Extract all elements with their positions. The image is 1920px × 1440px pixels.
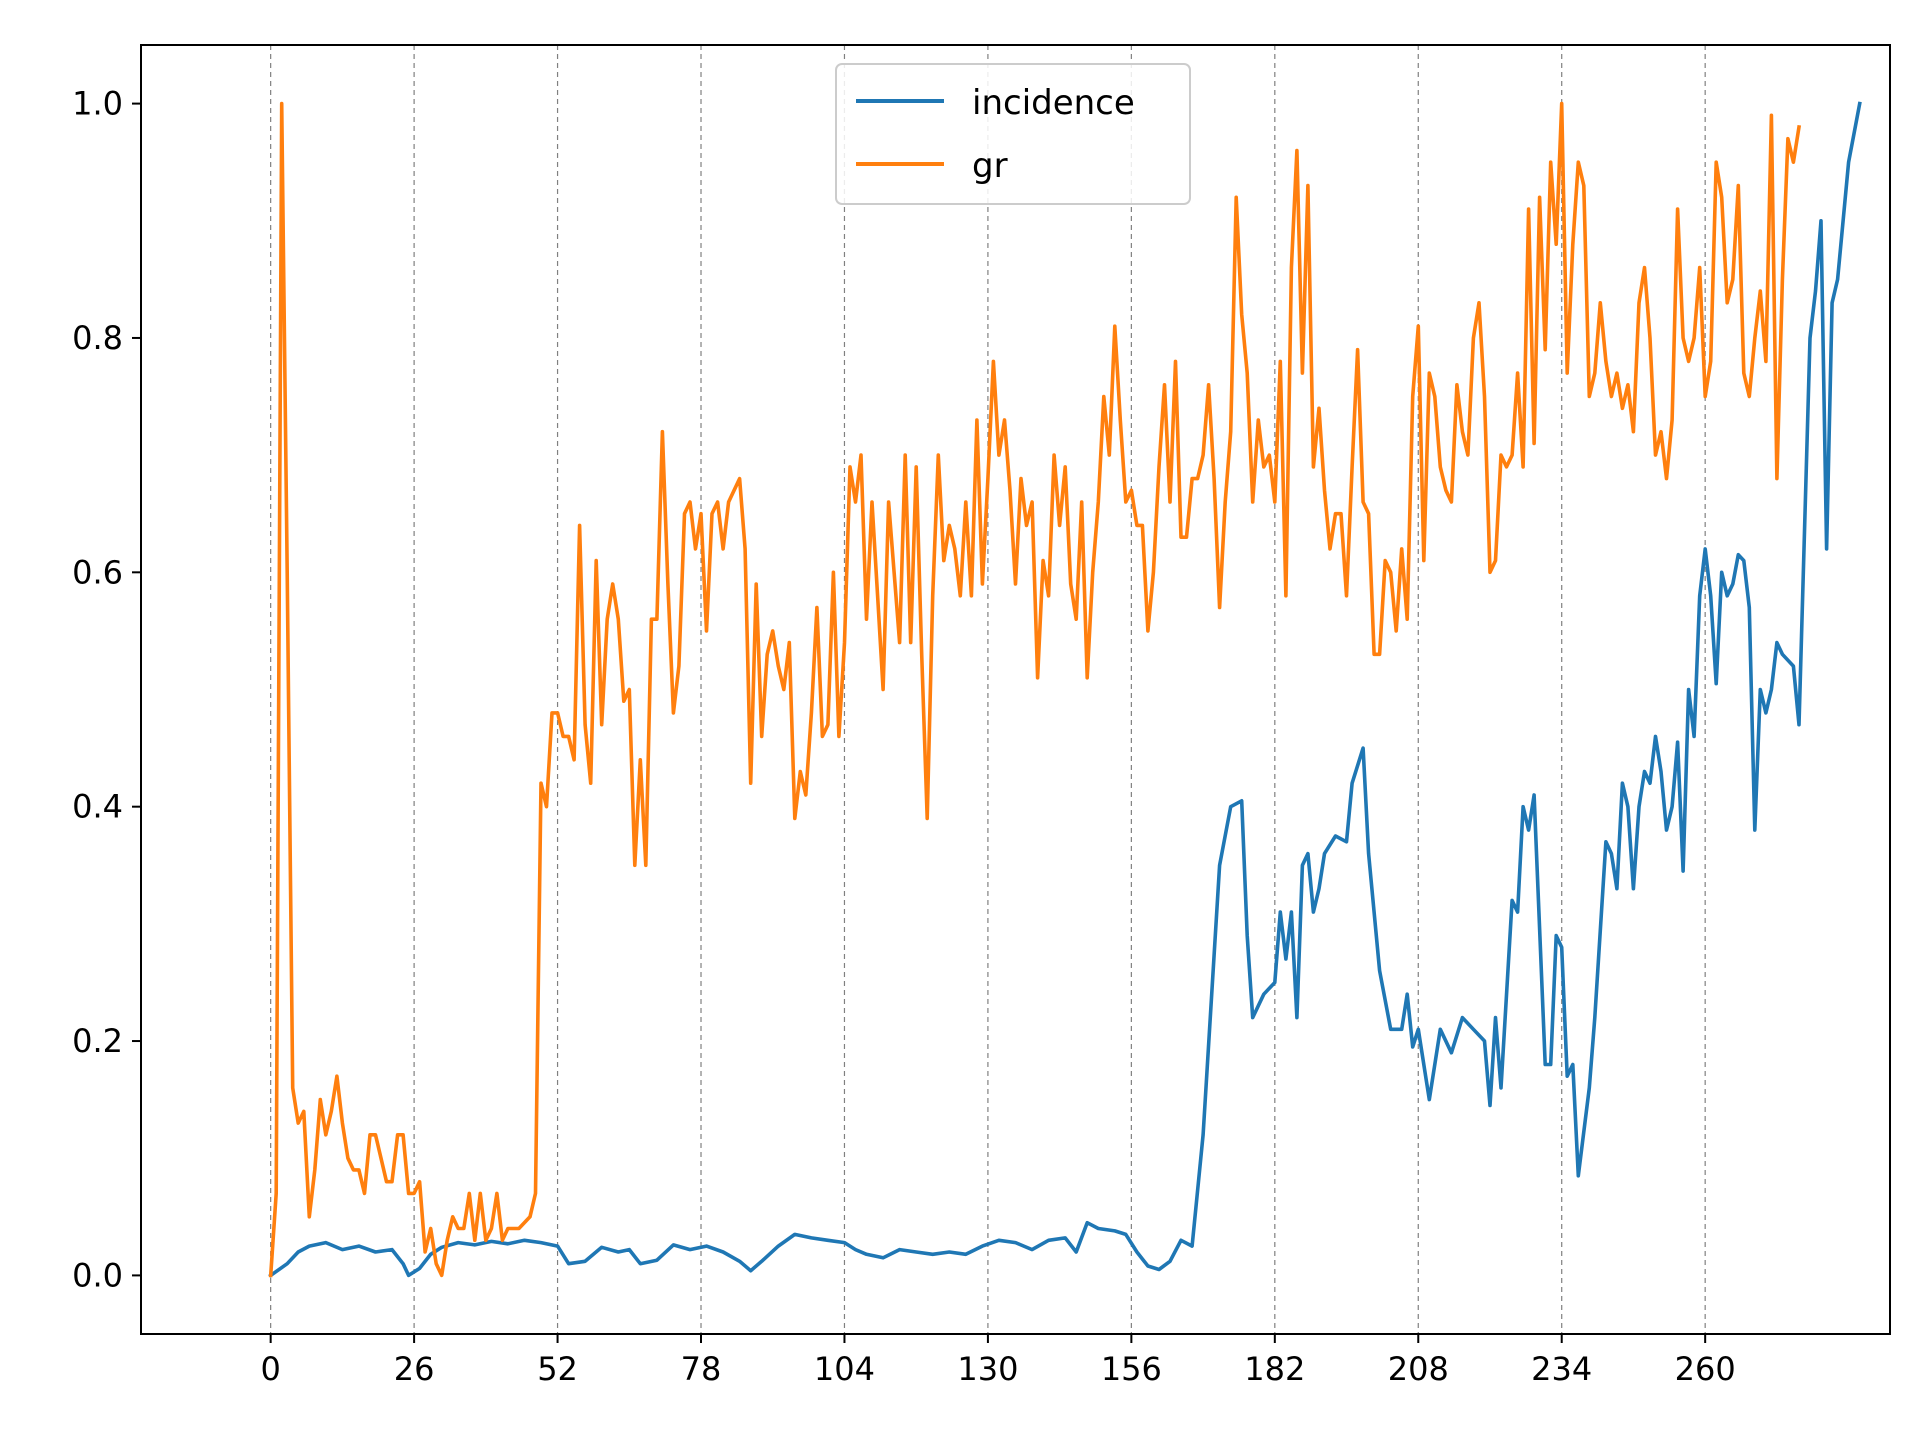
x-tick-label: 0 <box>260 1350 280 1388</box>
x-tick-label: 130 <box>957 1350 1018 1388</box>
x-tick-label: 52 <box>537 1350 578 1388</box>
x-tick-label: 182 <box>1244 1350 1305 1388</box>
x-tick-label: 208 <box>1388 1350 1449 1388</box>
grid-layer <box>270 45 1706 1334</box>
x-tick-label: 104 <box>814 1350 875 1388</box>
plot-area <box>141 45 1890 1334</box>
legend: incidence gr <box>835 63 1191 205</box>
legend-label-incidence: incidence <box>972 83 1135 123</box>
x-tick-label: 156 <box>1101 1350 1162 1388</box>
y-tick-label: 0.0 <box>72 1256 123 1294</box>
x-tick-label: 26 <box>394 1350 435 1388</box>
y-tick-label: 1.0 <box>72 85 123 123</box>
x-tick-label: 78 <box>681 1350 722 1388</box>
y-tick-label: 0.2 <box>72 1022 123 1060</box>
y-tick-label: 0.4 <box>72 788 123 826</box>
y-tick-label: 0.8 <box>72 319 123 357</box>
legend-label-gr: gr <box>972 146 1008 186</box>
series-line-incidence <box>268 101 1862 1278</box>
axis-layer: 0 26 52 78 104 130 156 182 208 234 260 0.0 0.2 0.4 0.6… <box>72 85 1736 1388</box>
series-layer <box>268 101 1862 1278</box>
x-tick-label: 234 <box>1531 1350 1592 1388</box>
plot-frame <box>140 44 1891 1335</box>
x-tick-label: 260 <box>1675 1350 1736 1388</box>
y-tick-label: 0.6 <box>72 553 123 591</box>
series-line-gr <box>268 101 1802 1278</box>
